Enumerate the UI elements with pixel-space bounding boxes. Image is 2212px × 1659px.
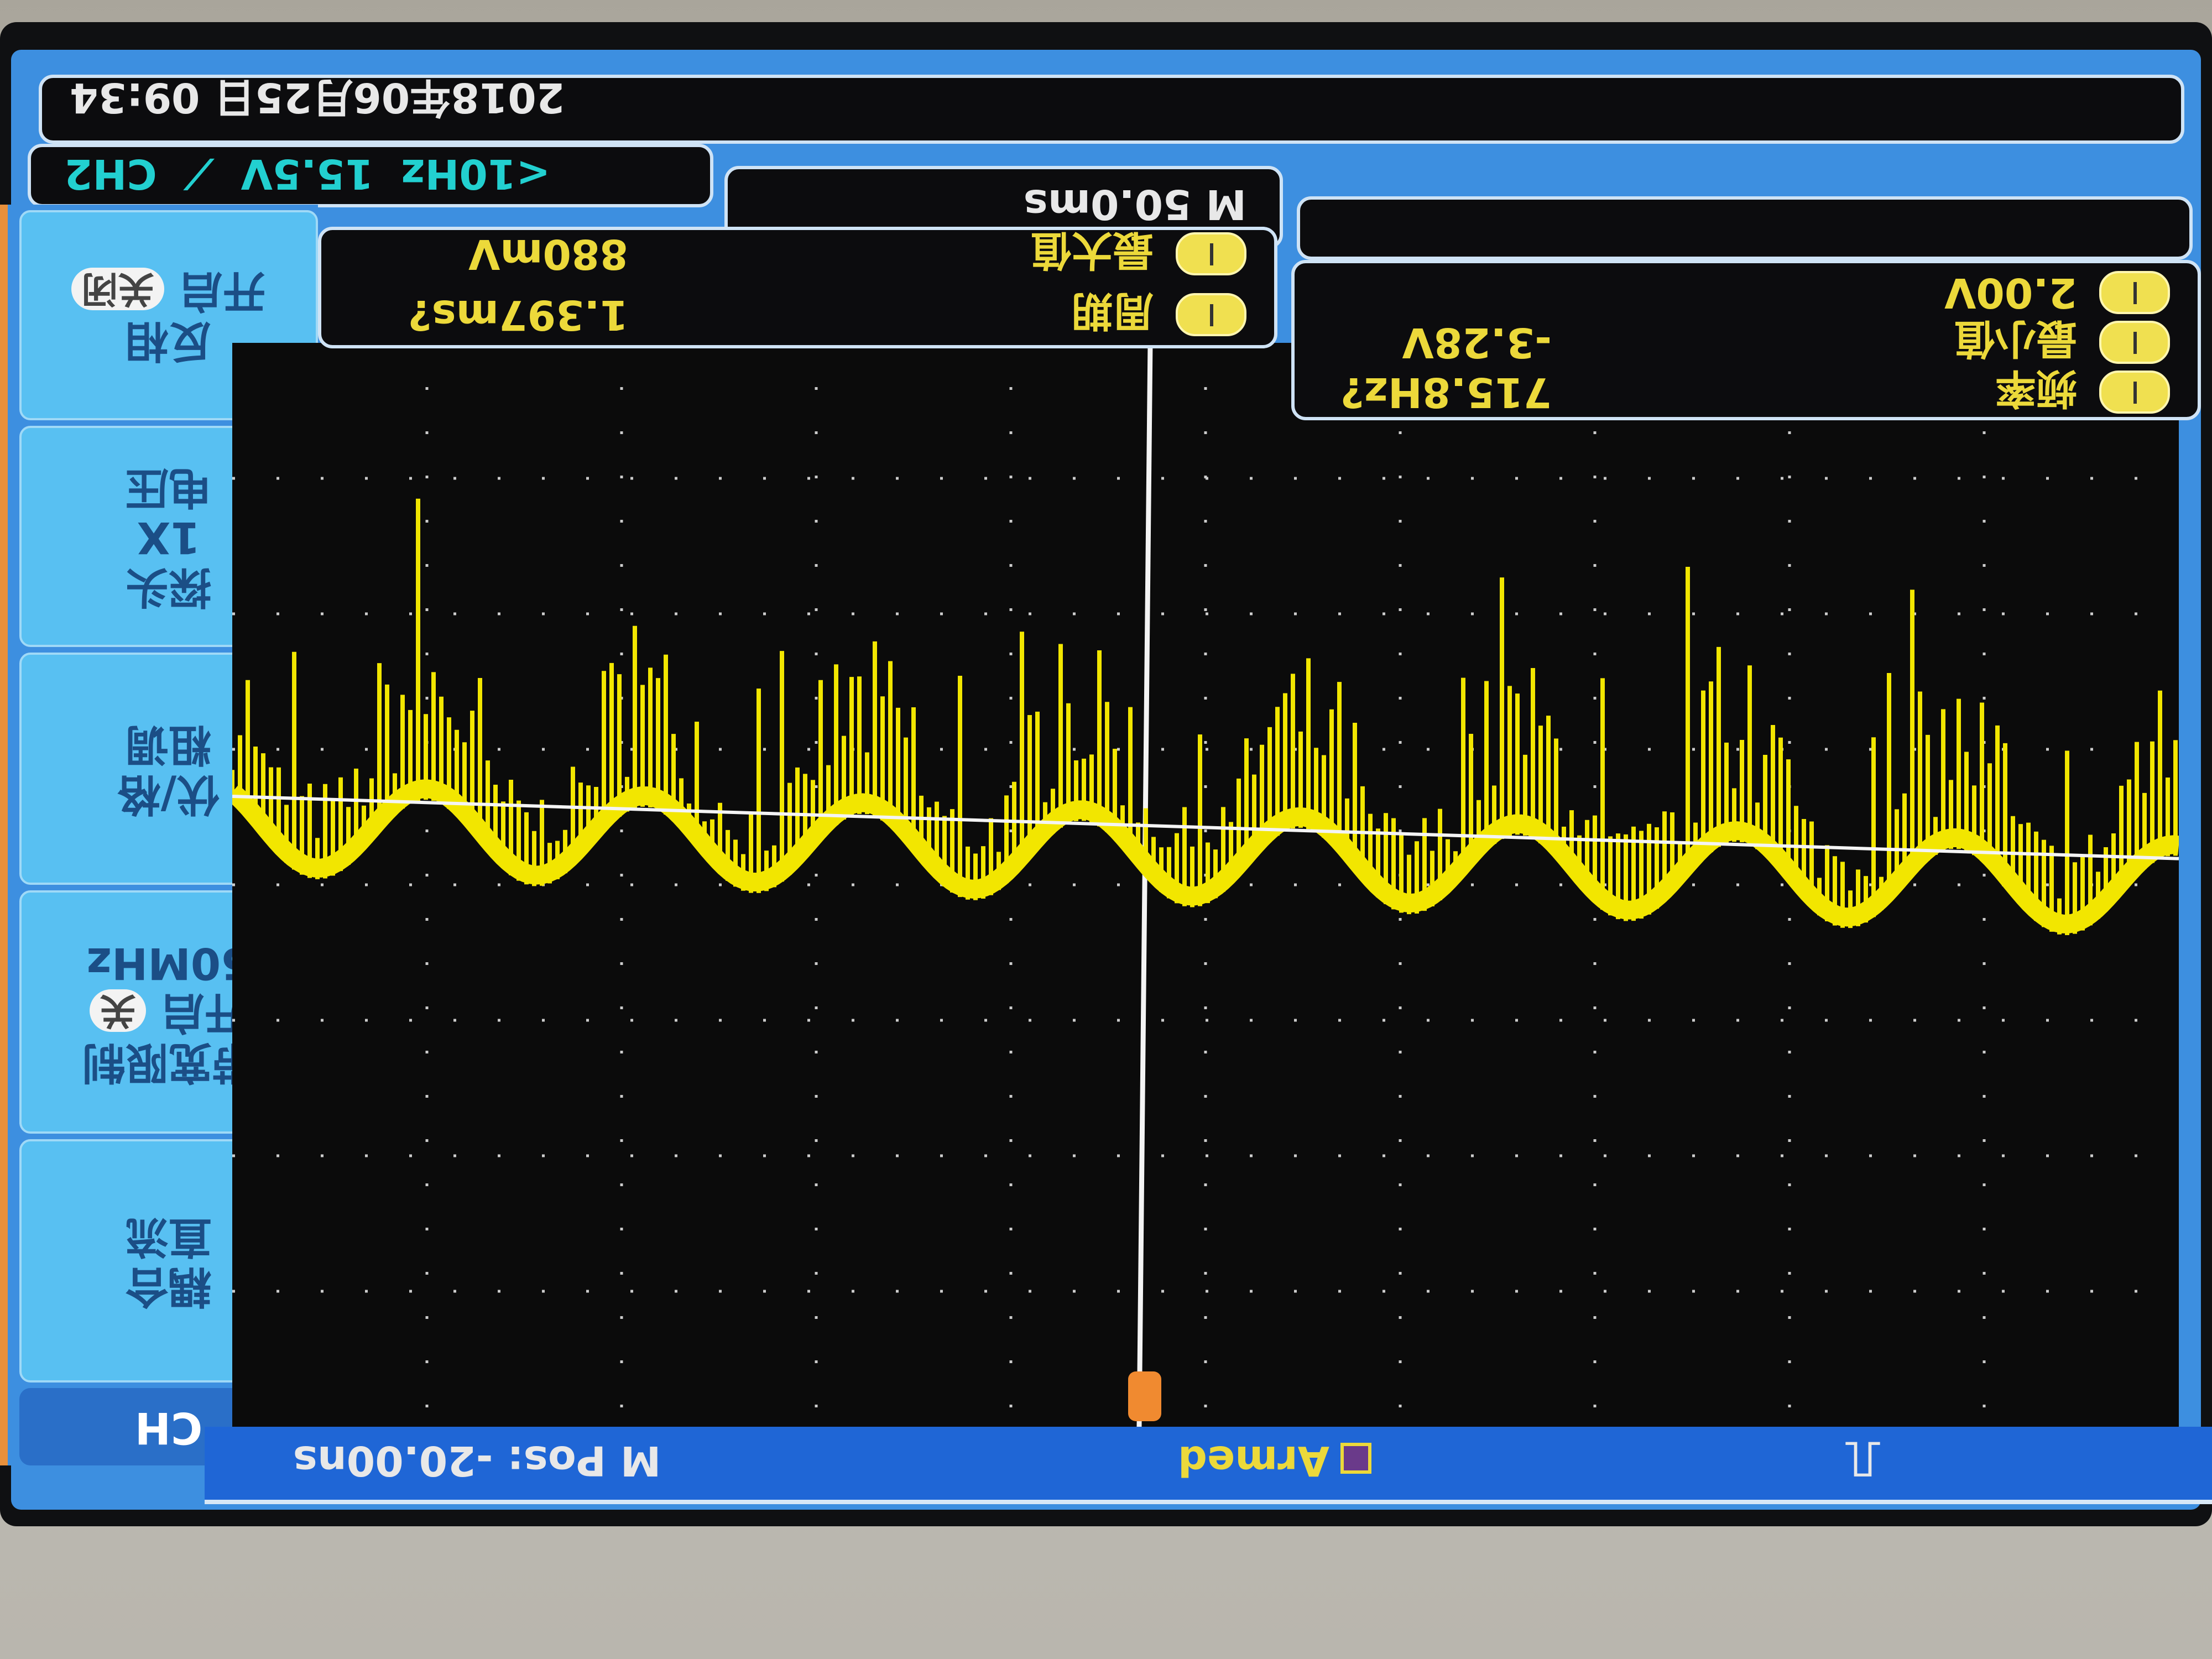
measurement-period: 周期 1.397ms? bbox=[321, 284, 1274, 345]
datetime-bar: 2018年06月25日 09:34 bbox=[39, 74, 2184, 144]
status-bar: M Pos: -20.00ns Armed ⎍ bbox=[205, 1427, 2212, 1504]
empty-bar bbox=[1297, 196, 2193, 260]
invert-off-tag: 关闭 bbox=[71, 268, 165, 310]
period-label: 周期 bbox=[1072, 287, 1154, 335]
channel-scale: 2.00V bbox=[1295, 268, 2198, 317]
channel-1-badge-icon bbox=[2099, 321, 2170, 364]
channel-info-bar: <10Hz 15.5V ⟋ CH2 bbox=[28, 144, 713, 207]
trigger-level: 15.5V bbox=[241, 150, 374, 197]
channel-1-badge-icon bbox=[2099, 371, 2170, 414]
min-label: 最小值 bbox=[1954, 315, 2077, 363]
status-square-icon bbox=[1340, 1442, 1371, 1474]
measurement-panel-left: 周期 1.397ms? 最大值 880mV bbox=[318, 227, 1277, 348]
datetime: 2018年06月25日 09:34 bbox=[70, 74, 565, 121]
max-label: 最大值 bbox=[1031, 226, 1154, 274]
measurement-min: 最小值 -3.28V bbox=[1295, 315, 2198, 367]
period-value: 1.397ms? bbox=[408, 291, 628, 338]
timebase: M 50.0ms bbox=[1023, 180, 1246, 228]
channel-1-badge-icon bbox=[1176, 232, 1246, 275]
min-value: -3.28V bbox=[1402, 319, 1552, 366]
waveform-display bbox=[226, 342, 2180, 1427]
rising-edge-icon[interactable]: ⎍ bbox=[1845, 1431, 1880, 1489]
measurement-panel-right: 频率 715.8Hz? 最小值 -3.28V 2.00V bbox=[1291, 260, 2201, 420]
center-vertical-axis bbox=[1136, 342, 1153, 1427]
waveform-trace bbox=[226, 779, 2180, 933]
scale-value: 2.00V bbox=[1944, 269, 2077, 316]
frequency-value: 715.8Hz? bbox=[1340, 368, 1552, 416]
trigger-position-marker-icon bbox=[1128, 1371, 1161, 1421]
trigger-slope-icon: ⟋ bbox=[184, 150, 213, 197]
horizontal-position: M Pos: -20.00ns bbox=[293, 1437, 661, 1484]
channel-1-badge-icon bbox=[2099, 271, 2170, 314]
measurement-max: 最大值 880mV bbox=[321, 223, 1274, 284]
acquisition-status: Armed bbox=[1178, 1437, 1371, 1484]
channel-1-badge-icon bbox=[1176, 293, 1246, 336]
channel-ground-reference-line bbox=[232, 795, 2179, 860]
trigger-freq-note: <10Hz bbox=[401, 150, 551, 197]
waveform-svg bbox=[226, 342, 2180, 1427]
measurement-frequency: 频率 715.8Hz? bbox=[1295, 365, 2198, 417]
max-value: 880mV bbox=[468, 230, 628, 278]
channel-label: CH2 bbox=[64, 150, 157, 197]
bandwidth-off-tag: 关 bbox=[90, 989, 147, 1032]
